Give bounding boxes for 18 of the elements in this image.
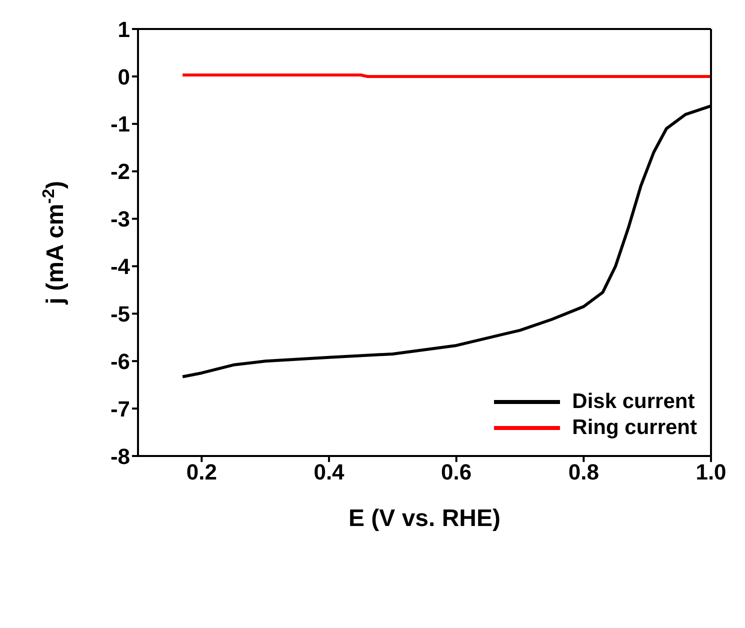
y-tick-label: -3 [110,206,130,232]
y-tick-label: -8 [110,444,130,469]
y-tick-label: 0 [118,64,130,90]
x-axis-title: E (V vs. RHE) [348,505,501,532]
y-tick-label: 1 [118,16,130,42]
legend-label: Ring current [572,416,697,440]
x-tick-label: 1.0 [696,460,726,485]
y-tick-label: -4 [110,254,131,280]
legend-label: Disk current [572,390,695,414]
y-tick-label: -7 [110,396,130,422]
x-tick-label: 0.4 [314,460,346,485]
y-tick-label: -1 [110,112,130,137]
x-tick-label: 0.8 [568,460,599,485]
x-tick-label: 0.6 [441,460,472,485]
x-tick-label: 0.2 [186,460,217,485]
y-tick-label: -6 [110,348,130,374]
y-tick-label: -5 [110,301,130,326]
y-tick-label: -2 [110,159,130,184]
